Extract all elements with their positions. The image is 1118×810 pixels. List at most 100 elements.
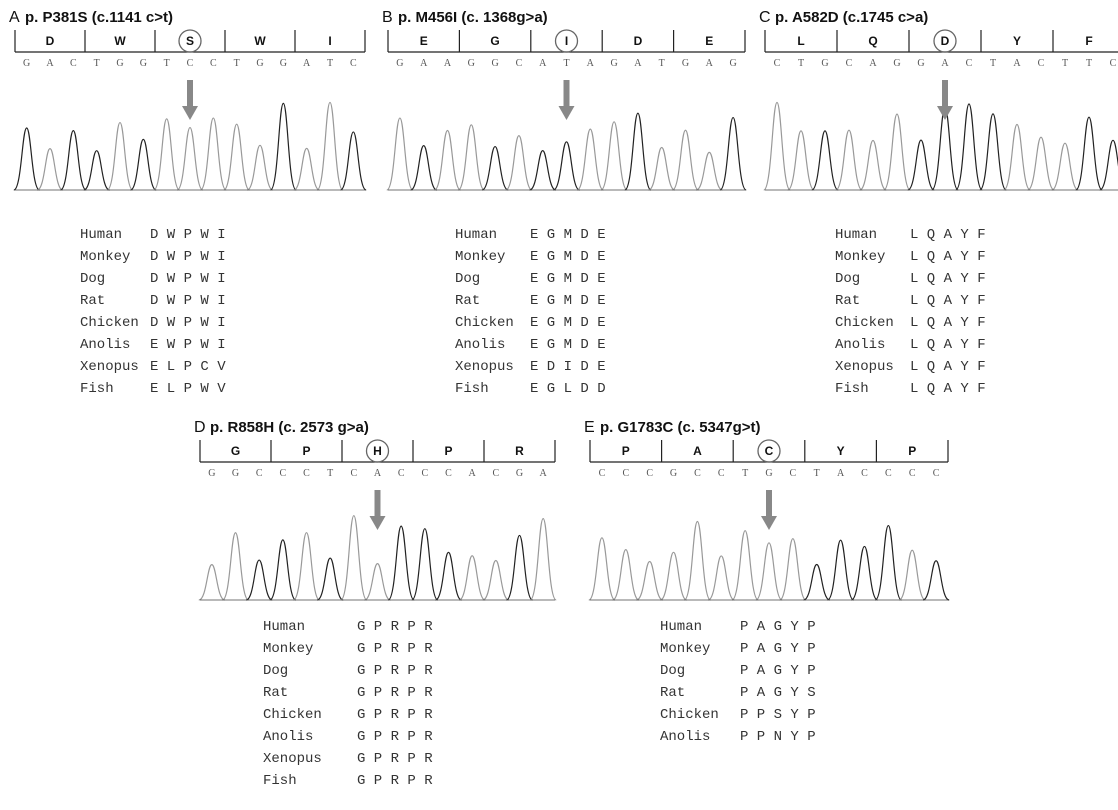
residues: L Q A Y F [910,293,986,309]
trace-peak [84,151,110,190]
species: Chicken [660,707,719,723]
species: Anolis [455,337,505,353]
trace-peak [720,118,746,190]
base: C [718,468,725,479]
base: G [729,58,736,69]
trace-peak [506,535,532,600]
species: Dog [263,663,288,679]
trace-peak [246,560,272,600]
trace-peak [294,148,320,190]
base: A [444,58,452,69]
base: A [303,58,311,69]
trace-peak [932,108,958,190]
residues: G P R P R [357,729,433,745]
trace-peak [506,136,532,190]
species: Monkey [455,249,505,265]
panel-title: p. R858H (c. 2573 g>a) [210,419,369,436]
trace-peak [482,147,508,190]
base: C [861,468,868,479]
base: G [396,58,403,69]
residues: E G M D E [530,315,606,331]
panel-title: p. G1783C (c. 5347g>t) [600,419,761,436]
residues: G P R P R [357,663,433,679]
codon: I [328,34,331,48]
base: A [869,58,877,69]
trace-peak [341,132,367,190]
base: A [706,58,714,69]
base: G [208,468,215,479]
base: T [1086,58,1092,69]
codon: Y [1013,34,1021,48]
species: Fish [835,381,869,397]
panel-letter: C [759,9,771,26]
base: A [837,468,845,479]
base: G [821,58,828,69]
species: Xenopus [455,359,514,375]
residues: D W P W I [150,227,226,243]
codon: G [490,34,499,48]
trace-peak [435,552,461,600]
residues: E G M D E [530,271,606,287]
residues: E G L D D [530,381,606,397]
trace-peak [672,130,698,190]
residues: E G M D E [530,249,606,265]
panel-letter: D [194,419,206,436]
trace-peak [530,151,556,190]
species: Chicken [835,315,894,331]
trace-peak [732,531,758,600]
trace-peak [708,556,734,600]
trace-peak [788,131,814,190]
residues: L Q A Y F [910,249,986,265]
base: T [164,58,170,69]
base: C [933,468,940,479]
residues: P P S Y P [740,707,816,723]
trace-peak [577,129,603,190]
trace-peak [458,125,484,190]
base: C [421,468,428,479]
residues: E W P W I [150,337,226,353]
species: Anolis [80,337,130,353]
base: C [1038,58,1045,69]
base: C [303,468,310,479]
codon: D [46,34,55,48]
residues: G P R P R [357,707,433,723]
codon: P [622,444,630,458]
base: C [646,468,653,479]
trace-peak [684,522,710,600]
trace-peak [1100,140,1118,190]
codon: R [515,444,524,458]
base: G [491,58,498,69]
trace-peak [589,538,615,600]
species: Dog [660,663,685,679]
base: T [327,468,333,479]
trace-peak [875,526,901,600]
trace-peak [1004,125,1030,190]
species: Anolis [660,729,710,745]
base: T [814,468,820,479]
trace-peak [412,529,438,600]
residues: L Q A Y F [910,359,986,375]
residues: P A G Y P [740,619,816,635]
trace-peak [483,561,509,600]
trace-peak [341,516,367,600]
residues: E G M D E [530,337,606,353]
base: G [280,58,287,69]
base: C [622,468,629,479]
residues: E G M D E [530,293,606,309]
base: C [210,58,217,69]
trace-peak [956,104,982,190]
base: G [917,58,924,69]
base: G [256,58,263,69]
trace-peak [530,519,556,600]
residues: P A G Y S [740,685,816,701]
base: G [516,468,523,479]
residues: L Q A Y F [910,337,986,353]
species: Fish [80,381,114,397]
arrow-head [761,516,777,530]
base: T [1062,58,1068,69]
base: T [234,58,240,69]
arrow-head [182,106,198,120]
residues: P A G Y P [740,663,816,679]
panel-title: p. A582D (c.1745 c>a) [775,9,928,26]
residues: P P N Y P [740,729,816,745]
